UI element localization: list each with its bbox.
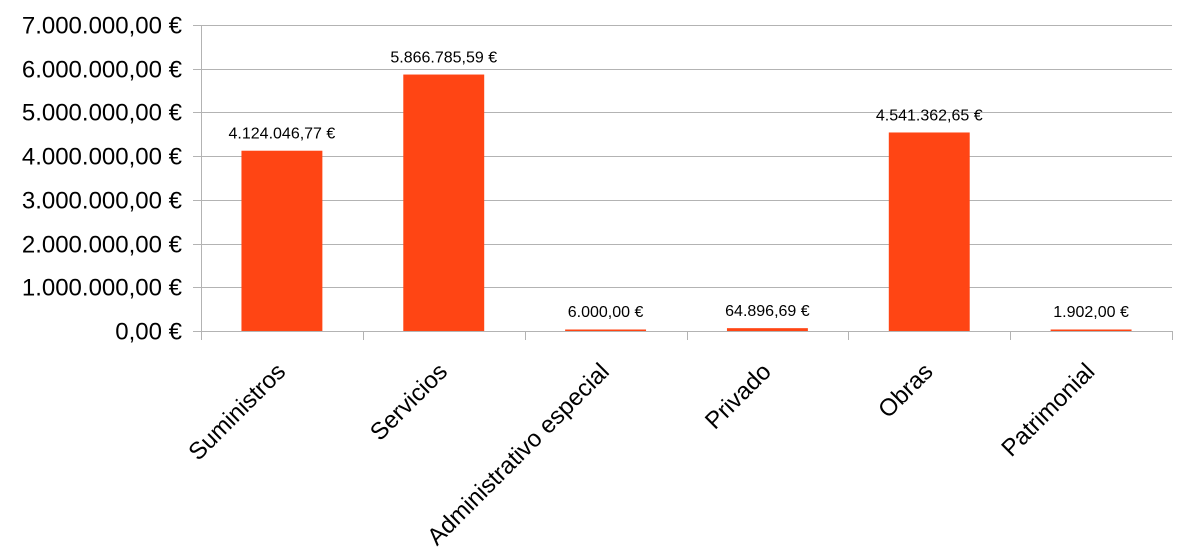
data-label: 5.866.785,59 € — [390, 50, 497, 67]
data-labels: 4.124.046,77 € 5.866.785,59 € 6.000,00 € 64… — [229, 50, 1129, 321]
bar — [888, 132, 970, 331]
category-label: Servicios — [365, 358, 453, 446]
y-tick-label: 0,00 € — [115, 319, 182, 346]
y-tick-label: 6.000.000,00 € — [22, 57, 183, 84]
axes — [193, 25, 1173, 340]
y-tick-label: 3.000.000,00 € — [22, 188, 183, 215]
data-label: 6.000,00 € — [568, 304, 644, 321]
category-label: Suministros — [183, 358, 291, 466]
bar — [726, 328, 808, 331]
data-label: 1.902,00 € — [1053, 304, 1129, 321]
gridlines — [201, 25, 1172, 332]
bar — [403, 74, 485, 331]
data-label: 4.541.362,65 € — [876, 107, 983, 124]
bar — [241, 150, 323, 331]
y-tick-label: 4.000.000,00 € — [22, 144, 183, 171]
data-label: 64.896,69 € — [725, 303, 810, 320]
bars — [241, 74, 1132, 331]
y-axis-tick-labels: 0,00 € 1.000.000,00 € 2.000.000,00 € 3.000.… — [22, 13, 183, 346]
y-tick-label: 7.000.000,00 € — [22, 13, 183, 40]
category-label: Administrativo especial — [422, 358, 615, 551]
y-tick-label: 2.000.000,00 € — [22, 232, 183, 259]
category-label: Obras — [873, 358, 938, 423]
bar — [565, 329, 647, 331]
bar — [1050, 329, 1132, 331]
data-label: 4.124.046,77 € — [229, 126, 336, 143]
category-label: Privado — [700, 358, 777, 435]
y-tick-label: 5.000.000,00 € — [22, 100, 183, 127]
category-label: Patrimonial — [996, 358, 1100, 462]
y-tick-label: 1.000.000,00 € — [22, 275, 183, 302]
